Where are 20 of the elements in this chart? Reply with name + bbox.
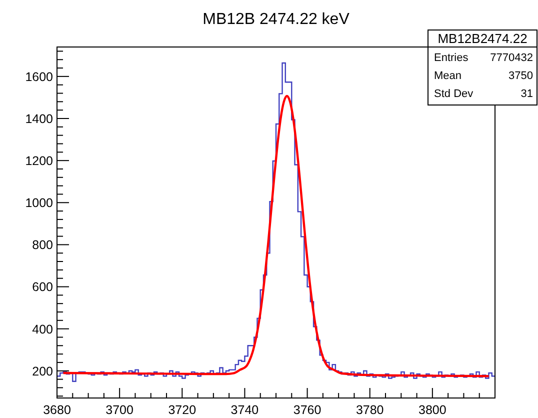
- y-tick-label: 1000: [25, 196, 54, 210]
- text: Entries 7770432: [434, 52, 533, 64]
- text: MB12B2474.22: [438, 31, 528, 46]
- chart-title: MB12B 2474.22 keV: [202, 11, 350, 28]
- y-tick-label: 1200: [25, 154, 54, 168]
- x-tick-label: 3760: [293, 403, 322, 417]
- x-tick-label: 3800: [418, 403, 446, 417]
- y-tick-label: 1600: [25, 70, 54, 84]
- x-tick-label: 3720: [168, 403, 196, 417]
- x-tick-label: 3780: [356, 403, 384, 417]
- y-tick-label: 200: [32, 364, 54, 378]
- x-tick-label: 3740: [230, 403, 259, 417]
- x-tick-label: 3680: [43, 403, 71, 417]
- y-tick-label: 600: [32, 280, 54, 294]
- text: Std Dev 31: [434, 88, 533, 100]
- y-tick-label: 400: [32, 322, 54, 336]
- y-tick-label: 800: [32, 238, 54, 252]
- x-tick-label: 3700: [106, 403, 134, 417]
- text: Mean 3750: [434, 70, 533, 82]
- y-tick-label: 1400: [25, 112, 54, 126]
